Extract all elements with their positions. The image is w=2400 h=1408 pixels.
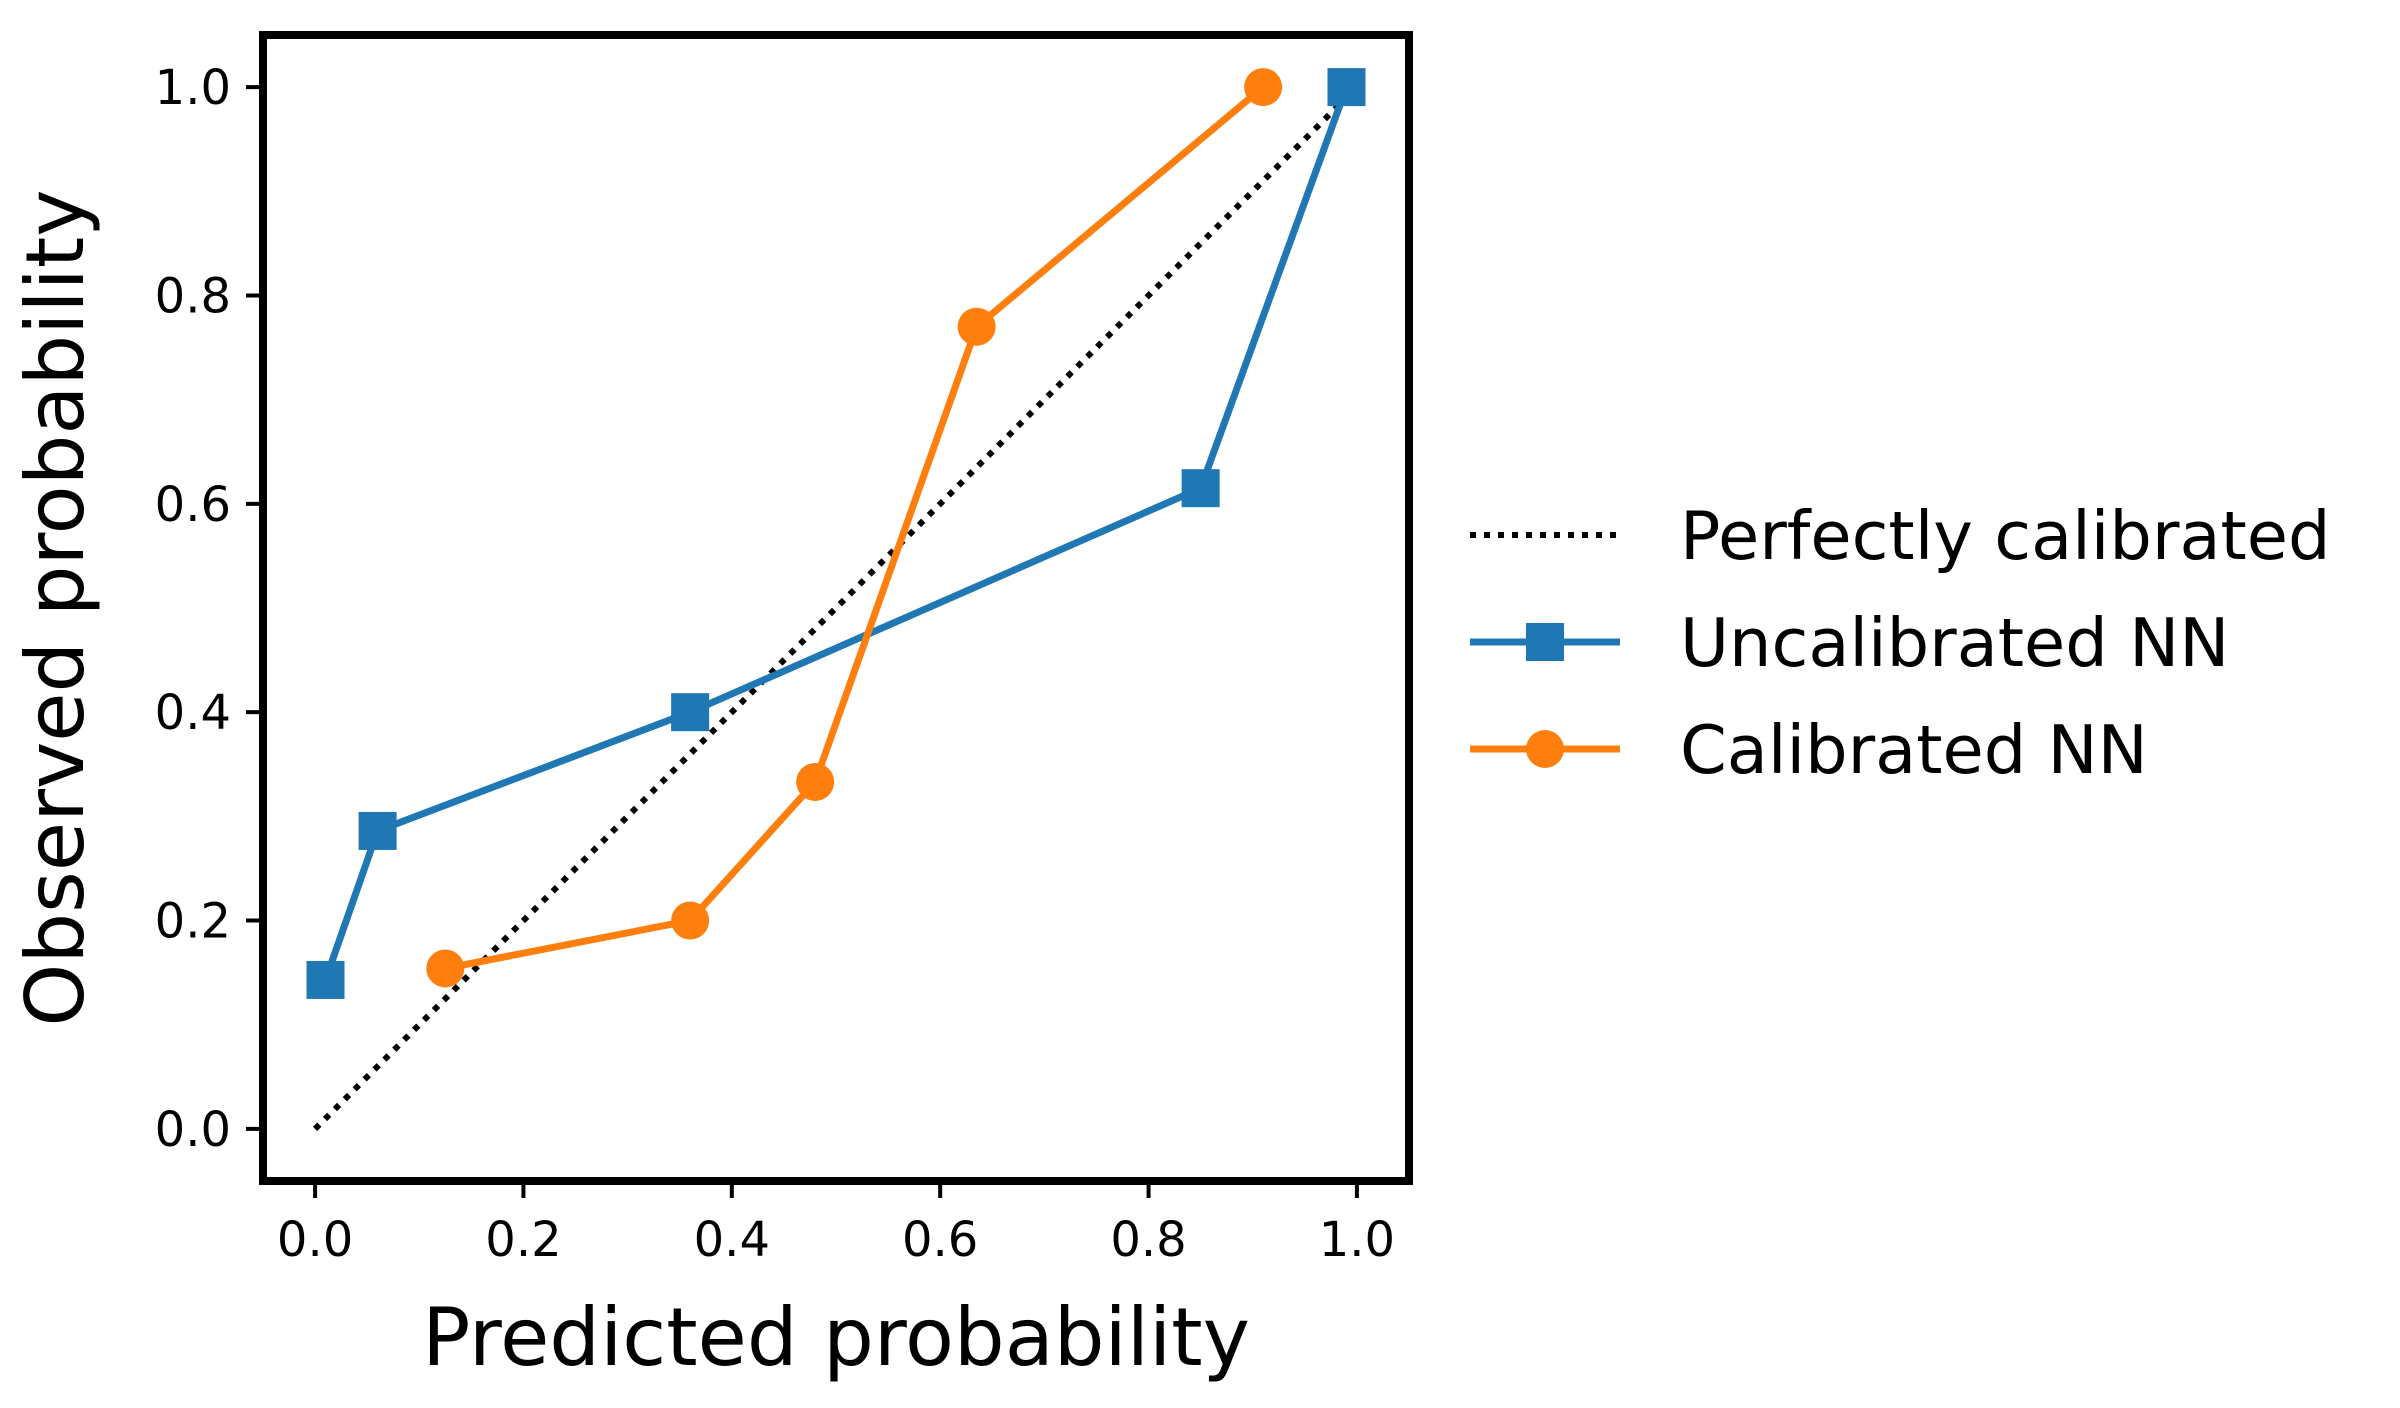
plot-area	[306, 68, 1366, 1132]
point-uncalibrated-nn-2	[671, 693, 710, 732]
y-tick-label-2: 0.4	[155, 685, 231, 741]
point-uncalibrated-nn-4	[1327, 68, 1366, 107]
series-line-uncalibrated-nn	[322, 85, 1350, 982]
y-tick-label-4: 0.8	[155, 268, 231, 324]
legend: Perfectly calibrated Uncalibrated NN Calib…	[1470, 497, 2331, 789]
point-calibrated-nn-3	[957, 307, 996, 346]
legend-label-calibrated-nn: Calibrated NN	[1680, 711, 2148, 789]
point-uncalibrated-nn-1	[358, 811, 397, 850]
point-calibrated-nn-2	[796, 762, 835, 801]
point-uncalibrated-nn-3	[1181, 469, 1220, 508]
x-tick-label-0: 0.0	[277, 1212, 353, 1268]
axes-frame	[259, 31, 1413, 1185]
y-tick-label-0: 0.0	[155, 1102, 231, 1158]
axis-ticks: 0.0 0.2 0.4 0.6 0.8 1.0 0.0 0.2 0.4 0.6 0.8 1.0	[155, 60, 1395, 1268]
x-tick-label-1: 0.2	[485, 1212, 561, 1268]
x-tick-label-5: 1.0	[1319, 1212, 1395, 1268]
legend-marker-uncalibrated-nn	[1526, 623, 1564, 661]
y-tick-label-5: 1.0	[155, 60, 231, 116]
point-calibrated-nn-4	[1244, 68, 1283, 107]
point-calibrated-nn-0	[426, 949, 465, 988]
y-axis-label: Observed probability	[9, 189, 102, 1026]
y-tick-label-3: 0.6	[155, 477, 231, 533]
x-tick-label-4: 0.8	[1110, 1212, 1186, 1268]
legend-label-uncalibrated-nn: Uncalibrated NN	[1680, 604, 2229, 682]
legend-marker-calibrated-nn	[1526, 730, 1564, 768]
x-axis-label: Predicted probability	[422, 1291, 1250, 1384]
y-tick-label-1: 0.2	[155, 894, 231, 950]
point-uncalibrated-nn-0	[306, 960, 345, 999]
series-line-calibrated-nn	[444, 84, 1266, 972]
x-tick-label-3: 0.6	[902, 1212, 978, 1268]
point-calibrated-nn-1	[671, 901, 710, 940]
x-tick-label-2: 0.4	[694, 1212, 770, 1268]
legend-label-perfectly-calibrated: Perfectly calibrated	[1680, 497, 2331, 575]
series-line-perfectly-calibrated	[312, 84, 1360, 1132]
